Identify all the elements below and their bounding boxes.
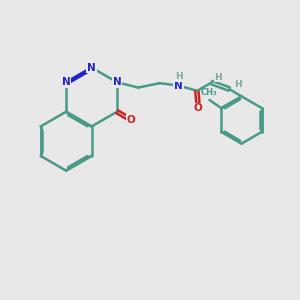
- Text: O: O: [194, 103, 203, 113]
- Text: N: N: [62, 77, 70, 87]
- Text: H: H: [234, 80, 241, 89]
- Text: O: O: [127, 115, 136, 125]
- Text: CH₃: CH₃: [201, 88, 217, 97]
- Text: N: N: [87, 63, 96, 73]
- Text: H: H: [214, 73, 222, 82]
- Text: N: N: [174, 80, 183, 91]
- Text: N: N: [113, 77, 122, 87]
- Text: H: H: [175, 72, 182, 81]
